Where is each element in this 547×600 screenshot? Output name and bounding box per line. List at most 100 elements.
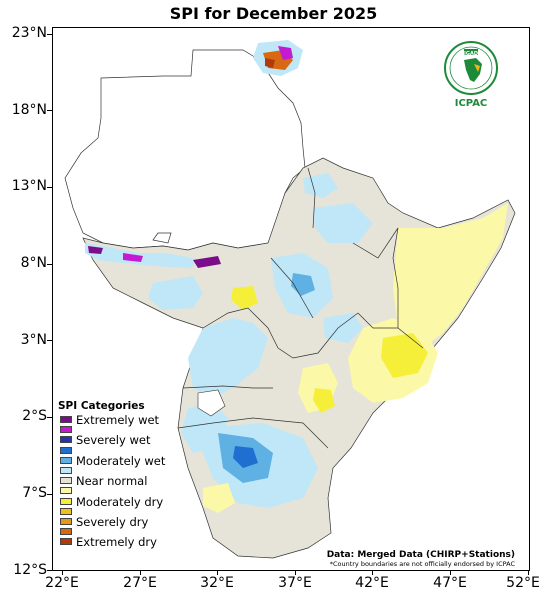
wet-patch (188, 318, 268, 398)
legend-swatch (60, 507, 72, 515)
y-axis-label: 23°N (11, 25, 47, 41)
legend-label: Extremely dry (76, 535, 157, 550)
border-line (357, 312, 424, 349)
legend-item: Extremely dry (58, 535, 208, 550)
dry-patch (313, 388, 335, 413)
x-axis-label: 32°E (200, 575, 234, 591)
x-tick (295, 571, 296, 575)
credit-note: *Country boundaries are not officially e… (329, 560, 515, 568)
icpac-logo: IGAD ICPAC (440, 40, 502, 112)
legend-swatch (60, 416, 72, 423)
x-tick (372, 571, 373, 575)
x-tick (217, 571, 218, 575)
logo-bottom-text: ICPAC (454, 98, 488, 109)
legend-item: Moderately wet (58, 453, 208, 468)
border-line (270, 257, 314, 319)
y-axis-label: 2°S (22, 408, 47, 424)
ne-cluster (278, 46, 293, 60)
w-wet-strip (123, 253, 143, 262)
wet-patch (148, 276, 203, 310)
y-axis-label: 3°N (20, 332, 47, 348)
y-tick (47, 570, 52, 571)
w-wet-strip (193, 256, 221, 268)
legend-label: Moderately wet (76, 453, 166, 468)
spi-legend: SPI Categories Extremely wet Severely wet… (58, 400, 208, 550)
legend-item (58, 507, 208, 517)
igad-africa-emblem-icon (444, 41, 498, 95)
wet-patch (233, 446, 258, 468)
x-tick (62, 571, 63, 575)
legend-label: Moderately dry (76, 494, 164, 509)
legend-label: Extremely wet (76, 413, 160, 427)
y-tick (47, 340, 52, 341)
x-axis-label: 22°E (45, 575, 79, 591)
dry-patch (393, 203, 508, 348)
lake-victoria (197, 389, 226, 417)
y-tick (47, 417, 52, 418)
legend-swatch (60, 538, 72, 546)
legend-swatch (60, 487, 72, 495)
y-axis-label: 18°N (11, 102, 47, 118)
legend-swatch (60, 466, 72, 474)
y-tick (47, 187, 52, 188)
y-axis-label: 13°N (11, 178, 47, 194)
border-line (352, 227, 399, 259)
x-tick (140, 571, 141, 575)
legend-item: Severely dry (58, 514, 208, 529)
wet-patch (313, 203, 373, 243)
y-tick (47, 494, 52, 495)
dry-patch (231, 286, 258, 310)
y-tick (47, 34, 52, 35)
legend-item: Near normal (58, 474, 208, 489)
border-line (202, 307, 359, 359)
x-axis-label: 27°E (123, 575, 157, 591)
x-axis-label: 52°E (506, 575, 540, 591)
sudan-outline (64, 49, 306, 251)
dry-patch (381, 333, 428, 378)
legend-item (58, 527, 208, 537)
wet-patch (323, 313, 363, 343)
border-line (182, 385, 273, 389)
legend-label: Severely wet (76, 433, 151, 448)
y-axis-label: 8°N (20, 255, 47, 271)
legend-swatch (60, 426, 72, 434)
legend-item: Severely wet (58, 433, 208, 448)
border-line (307, 167, 316, 229)
legend-label: Near normal (76, 474, 148, 489)
y-axis-label: 12°S (13, 562, 47, 578)
legend-label: Severely dry (76, 514, 149, 529)
border-line (177, 417, 329, 449)
legend-swatch (60, 528, 72, 536)
y-axis-label: 7°S (22, 485, 47, 501)
spi-map (64, 40, 516, 559)
x-tick (528, 571, 529, 575)
logo-top-text: IGAD (464, 51, 478, 57)
border-line (392, 227, 399, 328)
legend-item: Extremely wet (58, 413, 208, 427)
legend-swatch (60, 477, 72, 485)
w-wet-strip (85, 243, 198, 268)
legend-title: SPI Categories (58, 400, 145, 412)
legend-item (58, 446, 208, 456)
legend-swatch (60, 446, 72, 454)
map-title: SPI for December 2025 (169, 4, 378, 23)
credit-main: Data: Merged Data (CHIRP+Stations) (326, 550, 515, 560)
dry-patch (203, 483, 235, 513)
wet-patch (303, 173, 338, 198)
data-credit: Data: Merged Data (CHIRP+Stations) *Coun… (327, 550, 515, 568)
ne-cluster (265, 58, 275, 68)
legend-swatch (60, 456, 72, 464)
legend-item: Moderately dry (58, 494, 208, 509)
legend-item (58, 466, 208, 476)
x-tick (450, 571, 451, 575)
x-axis-label: 37°E (278, 575, 312, 591)
x-axis-label: 47°E (433, 575, 467, 591)
map-panel (52, 27, 530, 571)
w-wet-strip (88, 246, 103, 254)
legend-swatch (60, 436, 72, 444)
border-line (152, 232, 172, 244)
x-axis-label: 42°E (355, 575, 389, 591)
legend-swatch (60, 517, 72, 525)
y-tick (47, 110, 52, 111)
legend-item (58, 425, 208, 435)
